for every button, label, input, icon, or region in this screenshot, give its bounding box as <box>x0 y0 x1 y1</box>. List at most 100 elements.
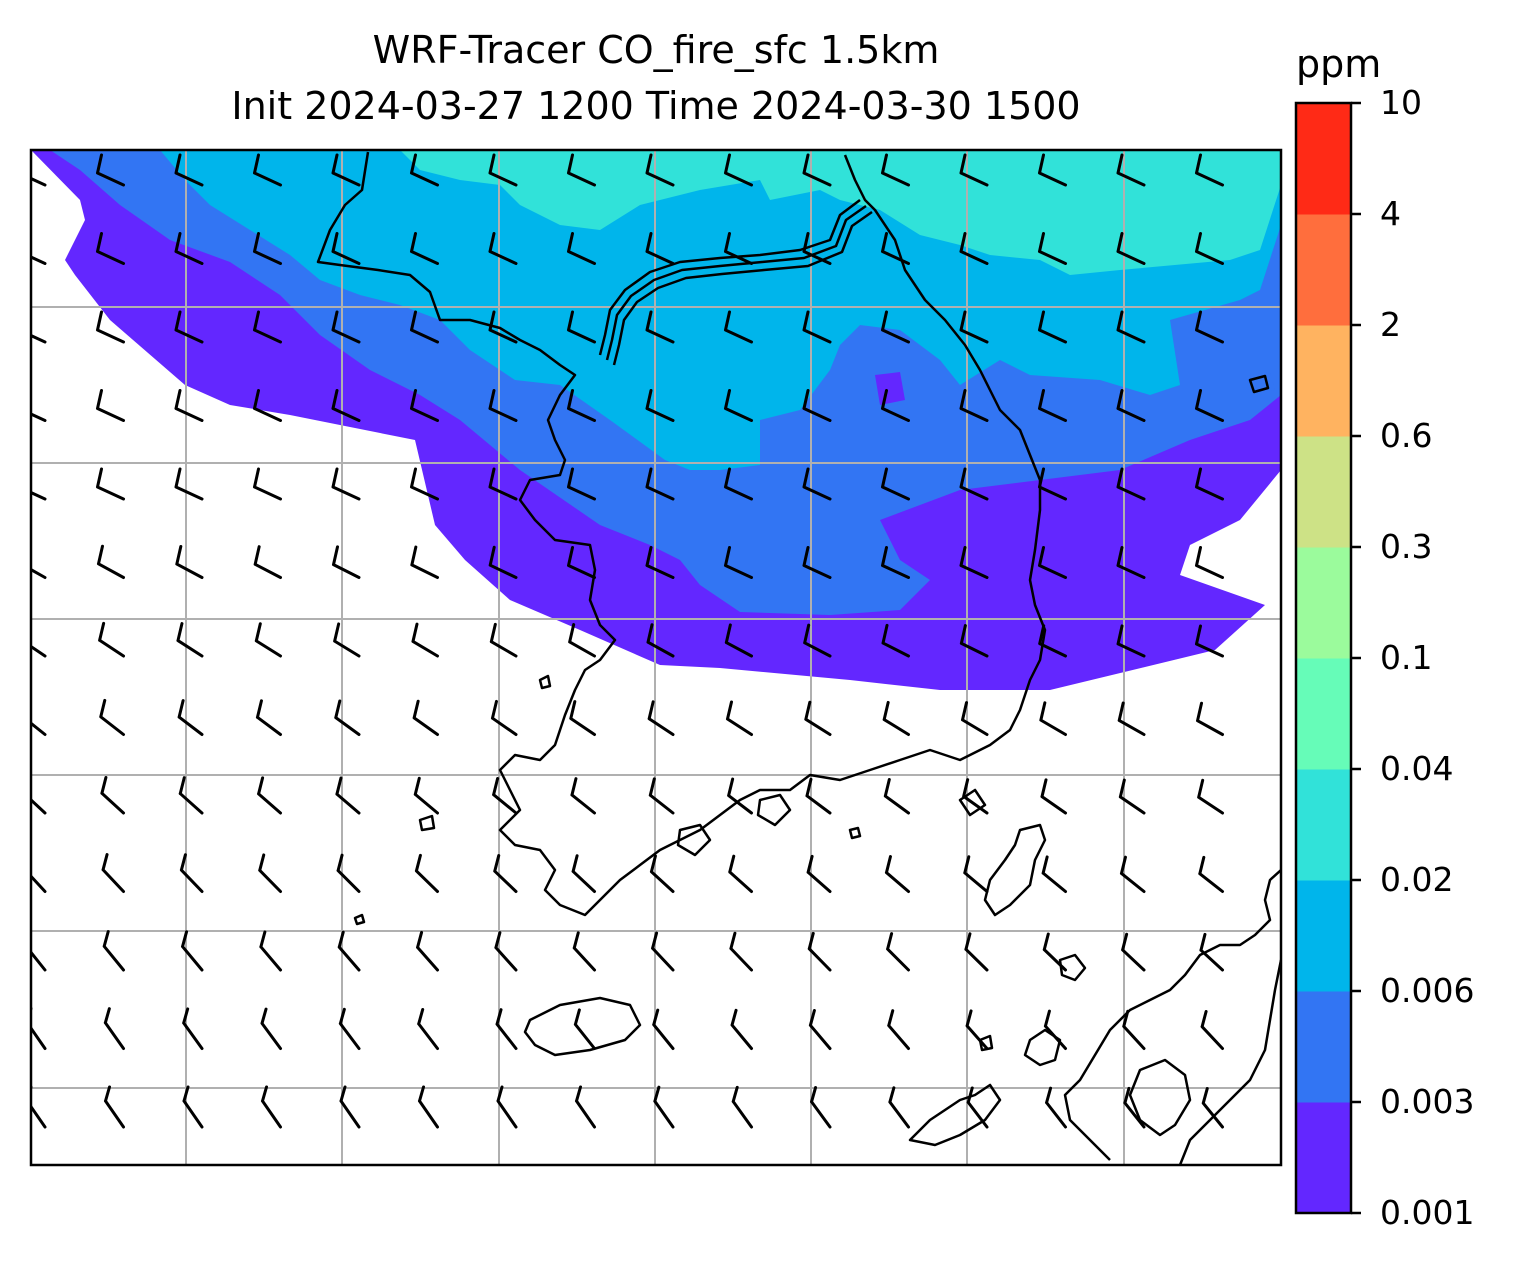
wind-barb <box>181 930 204 972</box>
wind-barb <box>488 310 518 344</box>
wind-barb <box>99 698 125 736</box>
wind-barb-field <box>31 153 1224 1129</box>
wind-barb <box>724 467 753 501</box>
wind-barb <box>1198 855 1224 893</box>
wind-barb <box>1116 232 1146 265</box>
colorbar-segment <box>1296 1102 1351 1214</box>
wind-barb <box>1117 701 1146 736</box>
wind-barb <box>1195 389 1224 422</box>
wind-barb <box>959 232 989 265</box>
wind-barb <box>651 931 675 972</box>
wind-barb <box>1045 1086 1067 1129</box>
wind-barb <box>731 1085 753 1129</box>
wind-barb <box>962 778 989 815</box>
wind-barb <box>1195 546 1224 579</box>
wind-barb <box>569 700 596 736</box>
wind-barb <box>1195 310 1224 344</box>
wind-barb <box>881 389 910 422</box>
wind-barb <box>177 699 204 736</box>
wind-barb <box>335 776 361 815</box>
wind-barb <box>1196 701 1224 736</box>
colorbar-tick-label: 0.04 <box>1380 749 1454 788</box>
wind-barb <box>1116 467 1146 501</box>
wind-barb <box>31 797 47 815</box>
wind-barb <box>1195 153 1224 187</box>
wind-barb <box>648 777 675 815</box>
wind-barb <box>495 1008 518 1050</box>
wind-barb <box>959 389 989 422</box>
colorbar-ticks <box>1351 101 1361 1215</box>
wind-barb <box>255 699 282 736</box>
wind-barb <box>488 153 518 187</box>
wind-barb <box>802 232 832 265</box>
wind-barb <box>338 1007 361 1050</box>
wind-barb <box>959 546 989 579</box>
wind-barb <box>652 1008 675 1050</box>
wind-barb <box>1201 1087 1224 1129</box>
wind-barb <box>645 232 675 265</box>
wind-barb <box>802 389 832 422</box>
colorbar-tick-label: 0.3 <box>1380 527 1433 566</box>
wind-barb <box>883 777 910 815</box>
wind-barb <box>1118 778 1146 815</box>
wind-barb <box>253 153 282 187</box>
wind-barb <box>410 467 439 501</box>
wind-barb <box>725 700 753 736</box>
wind-barb <box>730 1008 753 1050</box>
colorbar-segment <box>1296 325 1351 437</box>
colorbar-tick-label: 4 <box>1380 194 1401 233</box>
wind-barb <box>645 389 675 422</box>
colorbar-segment <box>1296 991 1351 1103</box>
wind-barb <box>174 153 204 187</box>
colorbar-segment <box>1296 436 1351 548</box>
wind-barb <box>1116 389 1146 422</box>
coastlines <box>316 151 1281 1165</box>
wind-barb <box>1043 1009 1067 1050</box>
colorbar-segment <box>1296 214 1351 326</box>
wind-barb <box>724 623 753 658</box>
wind-barb <box>254 622 282 658</box>
wind-barb <box>31 721 47 736</box>
wind-barb <box>174 389 204 422</box>
wind-barb <box>575 1085 596 1129</box>
wind-barb <box>410 310 439 344</box>
wind-barb <box>1040 778 1067 815</box>
wind-barb <box>1039 701 1067 736</box>
wind-barb <box>488 389 518 422</box>
wind-barb <box>1038 546 1067 579</box>
wind-barb <box>802 467 832 501</box>
colorbar-tick-label: 10 <box>1380 83 1422 122</box>
wind-barb <box>413 776 439 815</box>
wind-barb <box>959 467 989 501</box>
wind-barb <box>884 855 910 893</box>
wind-barb <box>1038 310 1067 344</box>
wind-barb <box>1195 232 1224 265</box>
wind-barb <box>810 1086 832 1129</box>
wind-barb <box>174 467 204 501</box>
wind-barb <box>332 545 361 579</box>
wind-barb <box>182 1007 204 1050</box>
wind-barb <box>567 310 596 344</box>
wind-barb <box>96 467 125 501</box>
wind-barb <box>881 232 910 265</box>
wind-barb <box>807 931 832 972</box>
wind-barb <box>174 310 204 344</box>
wind-barb <box>182 1085 204 1129</box>
wind-barb <box>179 853 204 893</box>
colorbar-tick-label: 0.6 <box>1380 416 1433 455</box>
wind-barb <box>1042 932 1067 972</box>
wind-barb <box>411 622 439 658</box>
wind-barb <box>178 776 204 815</box>
wind-barb <box>96 389 125 422</box>
wind-barb <box>261 1085 282 1129</box>
wind-barb <box>645 467 675 501</box>
wind-barb <box>1038 153 1067 187</box>
colorbar-segment <box>1296 103 1351 215</box>
colorbar-tick-label: 0.1 <box>1380 638 1433 677</box>
wind-barb <box>336 853 361 893</box>
wind-barb <box>175 544 204 579</box>
wind-barb <box>492 776 518 815</box>
wind-barb <box>174 232 204 265</box>
wind-barb <box>496 1085 518 1129</box>
wind-barb <box>418 1085 439 1129</box>
